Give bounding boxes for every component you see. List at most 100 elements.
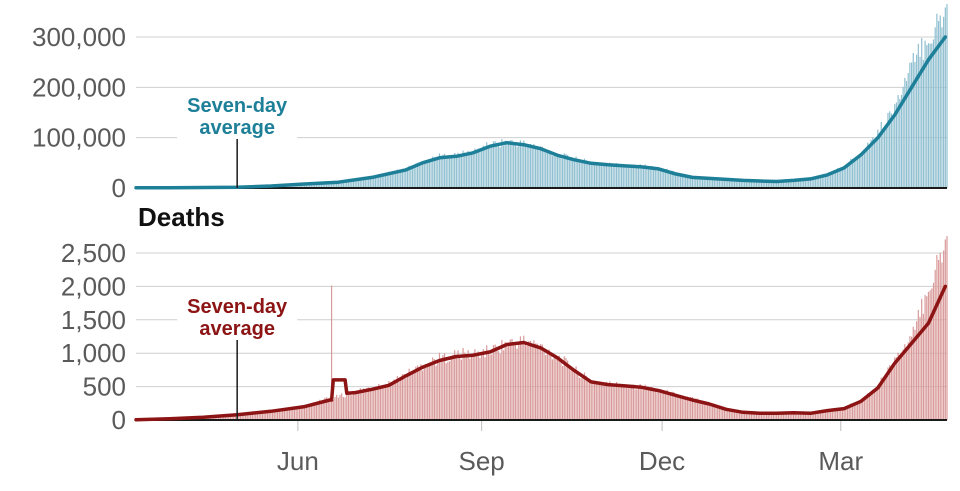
deaths-daily-bar	[368, 387, 370, 420]
cases-daily-bar	[686, 175, 688, 188]
deaths-daily-bar	[750, 412, 753, 420]
deaths-daily-bar	[910, 336, 913, 420]
cases-daily-bar	[304, 183, 306, 188]
cases-daily-bar	[430, 159, 432, 188]
cases-daily-bar	[577, 160, 579, 188]
deaths-daily-bar	[292, 407, 294, 420]
deaths-daily-bar	[550, 355, 552, 420]
cases-daily-bar	[405, 170, 407, 188]
cases-daily-bar	[329, 182, 331, 188]
deaths-daily-bar	[941, 262, 943, 420]
deaths-daily-bar	[853, 403, 855, 420]
cases-daily-bar	[698, 176, 700, 188]
deaths-daily-bar	[867, 393, 869, 420]
deaths-daily-bar	[929, 290, 931, 420]
cases-daily-bar	[821, 174, 823, 188]
deaths-daily-bar	[872, 389, 874, 420]
cases-daily-bar	[415, 163, 417, 188]
deaths-daily-bar	[388, 381, 390, 420]
cases-daily-bar	[774, 180, 776, 188]
cases-daily-bar	[442, 154, 444, 188]
deaths-daily-bar	[688, 397, 690, 420]
cases-daily-bar	[733, 179, 736, 188]
deaths-daily-bar	[229, 415, 232, 420]
deaths-daily-bar	[455, 355, 457, 420]
cases-daily-bar	[904, 77, 906, 188]
deaths-daily-bar	[706, 404, 709, 420]
deaths-daily-bar	[696, 398, 699, 420]
cases-daily-bar	[546, 151, 549, 188]
deaths-daily-bar	[784, 413, 786, 420]
cases-daily-bar	[467, 150, 469, 188]
cases-daily-bar	[669, 172, 672, 188]
deaths-daily-bar	[818, 411, 820, 420]
deaths-daily-bar	[423, 367, 425, 420]
deaths-daily-bar	[690, 396, 692, 420]
cases-daily-bar	[690, 175, 692, 188]
deaths-daily-bar	[378, 383, 380, 420]
deaths-daily-bar	[469, 358, 471, 420]
cases-daily-bar	[798, 179, 800, 188]
deaths-daily-bar	[302, 406, 304, 420]
deaths-daily-bar	[732, 409, 734, 420]
deaths-daily-bar	[268, 412, 270, 420]
deaths-daily-bar	[691, 396, 694, 420]
cases-annotation-background	[177, 93, 298, 139]
deaths-daily-bar	[693, 399, 695, 420]
deaths-daily-bar	[624, 386, 626, 420]
deaths-daily-bar	[577, 373, 579, 420]
deaths-daily-bar	[285, 410, 287, 420]
deaths-daily-bar	[819, 412, 822, 420]
cases-daily-bar	[597, 163, 599, 188]
deaths-daily-bar	[502, 350, 505, 420]
cases-seven-day-average-line	[134, 35, 948, 190]
cases-daily-bar	[713, 177, 715, 188]
deaths-daily-bar	[329, 397, 331, 420]
deaths-daily-bar	[747, 412, 749, 420]
deaths-daily-bar	[499, 353, 501, 420]
cases-daily-bar	[890, 113, 892, 188]
month-axis: Jun Sep Dec Mar	[277, 421, 864, 476]
cases-daily-bar	[877, 129, 879, 188]
deaths-daily-bar	[234, 414, 237, 420]
cases-daily-bar	[609, 162, 611, 188]
cases-annotation-line1: Seven-day	[187, 95, 288, 117]
deaths-daily-bar	[629, 387, 631, 420]
cases-daily-bar	[624, 166, 626, 188]
cases-daily-bar	[924, 40, 926, 188]
deaths-daily-bars	[135, 236, 948, 420]
deaths-daily-bar	[445, 363, 447, 420]
cases-daily-bar	[447, 158, 449, 188]
cases-daily-bar	[457, 152, 459, 188]
cases-daily-bar	[567, 154, 569, 188]
cases-daily-bar	[835, 170, 837, 188]
cases-daily-bar	[819, 176, 822, 188]
cases-daily-bar	[825, 174, 827, 188]
deaths-daily-bar	[231, 414, 233, 420]
deaths-daily-bar	[438, 352, 441, 420]
deaths-daily-bar	[422, 370, 424, 420]
deaths-daily-bar	[435, 365, 437, 420]
cases-daily-bar	[919, 56, 921, 188]
cases-daily-bar	[452, 155, 454, 188]
cases-daily-bar	[823, 173, 825, 188]
cases-daily-bar	[818, 175, 820, 188]
cases-daily-bar	[873, 138, 876, 188]
deaths-daily-bar	[735, 411, 737, 420]
cases-y-tick-label: 300,000	[32, 22, 126, 52]
deaths-daily-bar	[273, 410, 275, 420]
cases-daily-bar	[619, 165, 621, 188]
deaths-daily-bar	[880, 377, 882, 420]
cases-daily-bar	[374, 176, 377, 188]
cases-daily-bar	[536, 145, 538, 188]
cases-daily-bar	[534, 145, 537, 188]
cases-y-tick-label: 100,000	[32, 123, 126, 153]
cases-daily-bar	[403, 168, 405, 188]
cases-daily-bar	[897, 95, 899, 188]
deaths-daily-bar	[653, 387, 655, 420]
cases-daily-bar	[346, 180, 348, 188]
cases-daily-bar	[501, 139, 503, 188]
deaths-daily-bar	[813, 412, 815, 420]
deaths-daily-bar	[336, 394, 338, 420]
deaths-daily-bar	[902, 349, 904, 420]
